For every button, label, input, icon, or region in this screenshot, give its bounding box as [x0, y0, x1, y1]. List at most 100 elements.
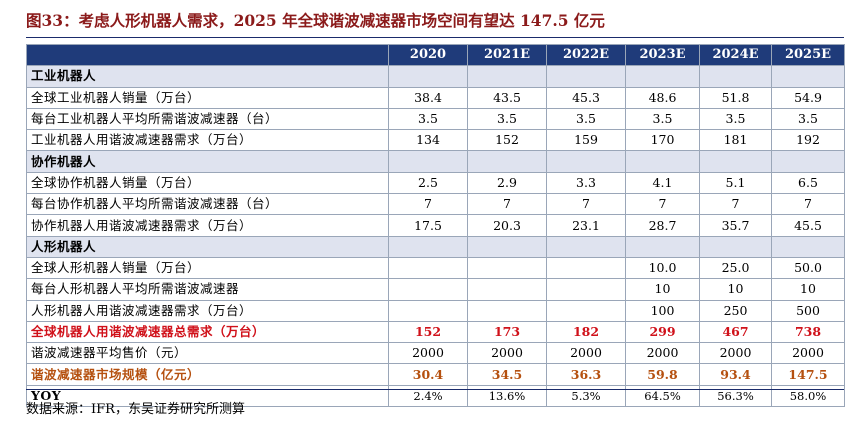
- row-label: 协作机器人: [26, 150, 389, 173]
- header-year-2025e: 2025E: [771, 43, 845, 67]
- cell: [546, 150, 626, 173]
- cell: 38.4: [388, 86, 468, 109]
- cell: 10: [771, 278, 845, 301]
- cell: 173: [467, 320, 547, 344]
- cell: 2000: [467, 342, 547, 365]
- table-row: 全球工业机器人销量（万台） 38.4 43.5 45.3 48.6 51.8 5…: [26, 86, 845, 109]
- cell: 152: [467, 129, 547, 152]
- cell: 6.5: [771, 171, 845, 195]
- cell: [625, 150, 700, 173]
- yoy-row: YOY 2.4% 13.6% 5.3% 64.5% 56.3% 58.0%: [26, 384, 845, 408]
- cell: [699, 65, 772, 88]
- cell: 250: [699, 299, 772, 322]
- cell: 45.5: [771, 214, 845, 237]
- cell: [388, 65, 468, 88]
- row-label: 每台协作机器人平均所需谐波减速器（台）: [26, 193, 389, 216]
- cell: 2.5: [388, 171, 468, 195]
- cell: 7: [699, 193, 772, 216]
- section-row-collaborative: 协作机器人: [26, 150, 845, 173]
- cell: 738: [771, 320, 845, 344]
- cell: [467, 65, 547, 88]
- cell: 100: [625, 299, 700, 322]
- figure-title: 图33：考虑人形机器人需求，2025 年全球谐波减速器市场空间有望达 147.5…: [26, 11, 605, 30]
- header-year-2020: 2020: [388, 43, 468, 67]
- cell: [699, 150, 772, 173]
- cell: 34.5: [467, 363, 547, 386]
- row-label: YOY: [26, 384, 389, 408]
- cell: 7: [467, 193, 547, 216]
- row-label: 人形机器人用谐波减速器需求（万台）: [26, 299, 389, 322]
- cell: 2.9: [467, 171, 547, 195]
- total-demand-row: 全球机器人用谐波减速器总需求（万台） 152 173 182 299 467 7…: [26, 320, 845, 344]
- cell: 182: [546, 320, 626, 344]
- row-label: 全球工业机器人销量（万台）: [26, 86, 389, 109]
- cell: 56.3%: [699, 384, 772, 408]
- row-label: 工业机器人: [26, 65, 389, 88]
- cell: [388, 235, 468, 258]
- table-row: 人形机器人用谐波减速器需求（万台） 100 250 500: [26, 299, 845, 322]
- cell: 30.4: [388, 363, 468, 386]
- cell: [546, 256, 626, 280]
- cell: 3.5: [546, 107, 626, 131]
- row-label: 每台工业机器人平均所需谐波减速器（台）: [26, 107, 389, 131]
- table-row: 全球人形机器人销量（万台） 10.0 25.0 50.0: [26, 256, 845, 280]
- cell: 17.5: [388, 214, 468, 237]
- cell: [388, 256, 468, 280]
- cell: [388, 150, 468, 173]
- cell: [388, 278, 468, 301]
- row-label: 工业机器人用谐波减速器需求（万台）: [26, 129, 389, 152]
- cell: [771, 65, 845, 88]
- cell: 3.5: [388, 107, 468, 131]
- section-row-humanoid: 人形机器人: [26, 235, 845, 258]
- cell: 3.5: [699, 107, 772, 131]
- cell: 2000: [771, 342, 845, 365]
- cell: [467, 150, 547, 173]
- table-row: 谐波减速器平均售价（元） 2000 2000 2000 2000 2000 20…: [26, 342, 845, 365]
- cell: 3.5: [467, 107, 547, 131]
- cell: 45.3: [546, 86, 626, 109]
- cell: 152: [388, 320, 468, 344]
- section-row-industrial: 工业机器人: [26, 65, 845, 88]
- cell: [467, 235, 547, 258]
- cell: [546, 278, 626, 301]
- top-rule: [26, 37, 844, 38]
- row-label: 全球人形机器人销量（万台）: [26, 256, 389, 280]
- row-label: 协作机器人用谐波减速器需求（万台）: [26, 214, 389, 237]
- cell: [771, 150, 845, 173]
- cell: 134: [388, 129, 468, 152]
- cell: [546, 299, 626, 322]
- cell: 159: [546, 129, 626, 152]
- cell: 2000: [699, 342, 772, 365]
- cell: 7: [625, 193, 700, 216]
- cell: 147.5: [771, 363, 845, 386]
- cell: 58.0%: [771, 384, 845, 408]
- cell: 64.5%: [625, 384, 700, 408]
- cell: [388, 299, 468, 322]
- cell: [467, 299, 547, 322]
- cell: [467, 256, 547, 280]
- header-corner-cell: [26, 43, 389, 67]
- cell: 10: [699, 278, 772, 301]
- cell: 2000: [546, 342, 626, 365]
- cell: 93.4: [699, 363, 772, 386]
- cell: 192: [771, 129, 845, 152]
- market-size-row: 谐波减速器市场规模（亿元） 30.4 34.5 36.3 59.8 93.4 1…: [26, 363, 845, 386]
- cell: 25.0: [699, 256, 772, 280]
- cell: 59.8: [625, 363, 700, 386]
- cell: 7: [771, 193, 845, 216]
- table-row: 每台协作机器人平均所需谐波减速器（台） 7 7 7 7 7 7: [26, 193, 845, 216]
- cell: 2000: [388, 342, 468, 365]
- cell: 23.1: [546, 214, 626, 237]
- header-year-2021e: 2021E: [467, 43, 547, 67]
- cell: 20.3: [467, 214, 547, 237]
- cell: 7: [546, 193, 626, 216]
- row-label: 谐波减速器市场规模（亿元）: [26, 363, 389, 386]
- cell: 299: [625, 320, 700, 344]
- cell: [771, 235, 845, 258]
- row-label: 全球机器人用谐波减速器总需求（万台）: [26, 320, 389, 344]
- cell: 50.0: [771, 256, 845, 280]
- cell: [546, 235, 626, 258]
- table-row: 每台工业机器人平均所需谐波减速器（台） 3.5 3.5 3.5 3.5 3.5 …: [26, 107, 845, 131]
- source-note: 数据来源：IFR，东吴证券研究所测算: [26, 402, 245, 417]
- cell: 10: [625, 278, 700, 301]
